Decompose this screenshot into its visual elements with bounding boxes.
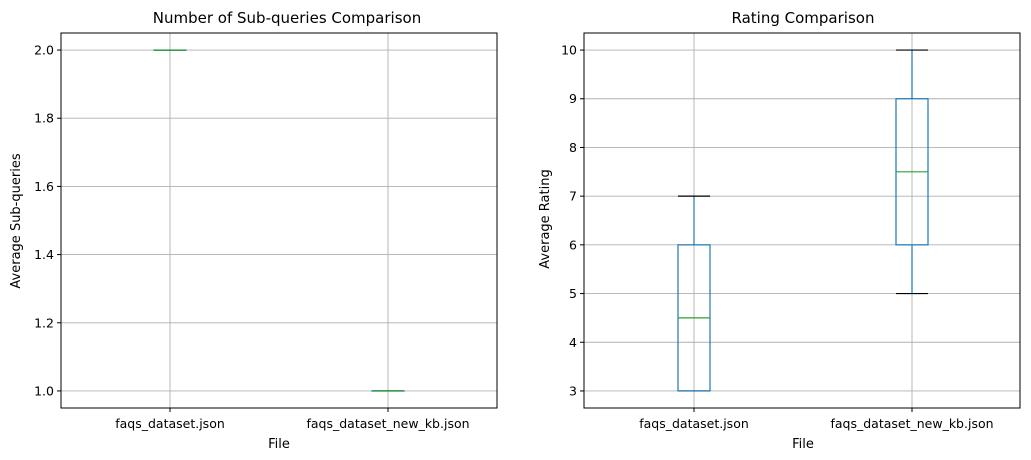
plot-frame: [60, 32, 498, 409]
y-tick-label: 1.0: [34, 383, 54, 398]
y-tick-label: 2.0: [34, 43, 54, 58]
y-axis-label: Average Sub-queries: [9, 153, 24, 288]
x-axis-label: File: [792, 437, 814, 452]
subqueries-chart: Number of Sub-queries Comparison Average…: [9, 9, 498, 452]
x-axis-label: File: [268, 437, 290, 452]
y-tick-label: 1.8: [34, 111, 54, 126]
chart-title: Number of Sub-queries Comparison: [153, 9, 421, 27]
y-tick-label: 7: [569, 189, 577, 204]
y-tick-label: 1.2: [34, 315, 54, 330]
x-tick-label: faqs_dataset.json: [115, 416, 225, 431]
y-tick-label: 4: [569, 335, 577, 350]
plot-frame: [583, 32, 1021, 409]
x-tick-label: faqs_dataset.json: [639, 416, 749, 431]
y-tick-label: 5: [569, 286, 577, 301]
y-tick-label: 6: [569, 237, 577, 252]
y-tick-label: 1.4: [34, 247, 54, 262]
x-tick-label: faqs_dataset_new_kb.json: [306, 416, 469, 431]
chart-title: Rating Comparison: [732, 9, 875, 27]
y-tick-label: 3: [569, 383, 577, 398]
y-tick-label: 10: [561, 43, 577, 58]
y-tick-label: 9: [569, 91, 577, 106]
y-tick-label: 8: [569, 140, 577, 155]
y-axis-label: Average Rating: [538, 169, 553, 268]
y-tick-label: 1.6: [34, 179, 54, 194]
rating-chart: Rating Comparison Average Rating File 3 4…: [538, 9, 1021, 452]
x-tick-label: faqs_dataset_new_kb.json: [830, 416, 993, 431]
